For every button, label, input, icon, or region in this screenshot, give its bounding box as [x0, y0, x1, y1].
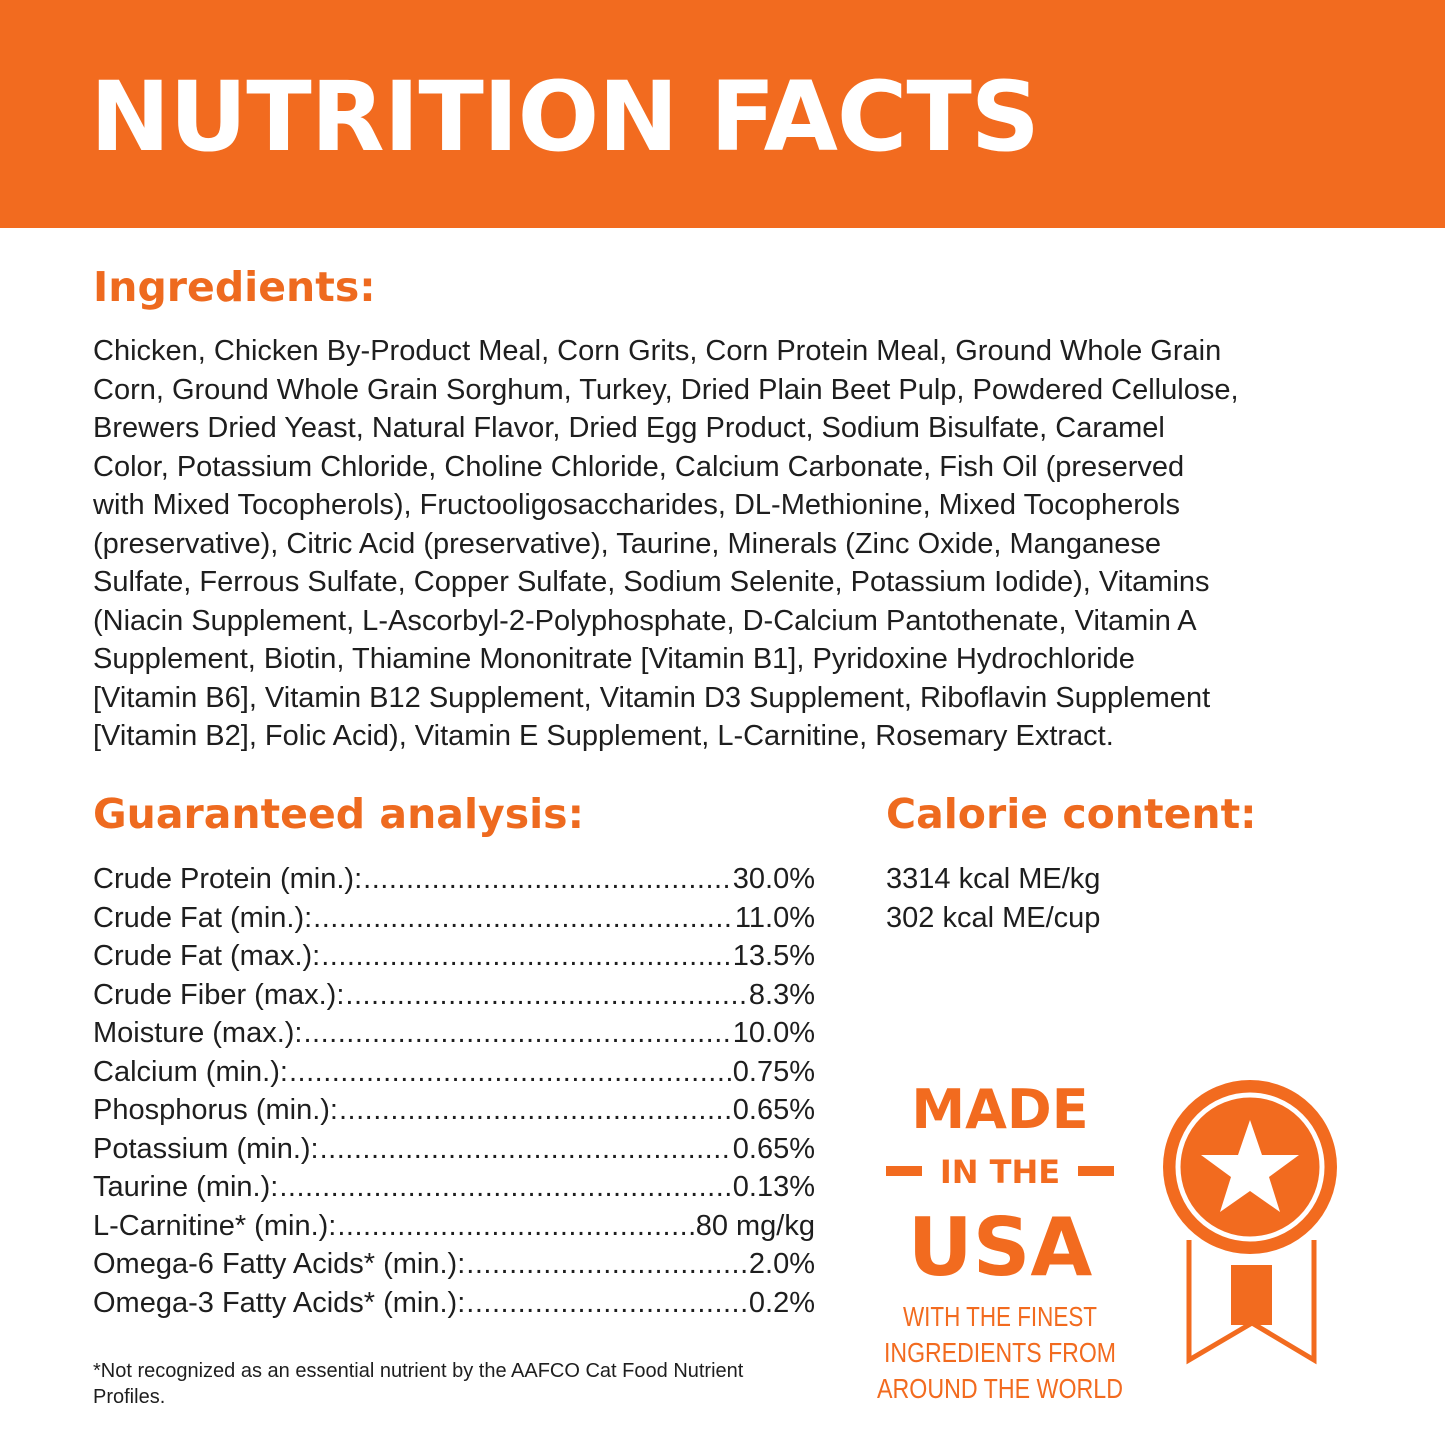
ingredients-line: (preservative), Citric Acid (preservativ… — [93, 527, 1162, 560]
analysis-value: 0.2% — [748, 1286, 815, 1319]
analysis-label: Crude Protein (min.): — [93, 863, 363, 895]
analysis-value: 8.3% — [748, 978, 815, 1011]
analysis-row: Crude Fat (max.): 13.5% — [93, 937, 815, 976]
analysis-value: 10.0% — [732, 1017, 815, 1049]
analysis-row: Crude Fiber (max.): 8.3% — [93, 976, 815, 1015]
ingredients-line: Color, Potassium Chloride, Choline Chlor… — [93, 450, 1185, 483]
ingredients-line: Sulfate, Ferrous Sulfate, Copper Sulfate… — [93, 566, 1210, 598]
made-in-usa-badge: MADE IN THE USA WITH THE FINEST INGREDIE… — [877, 1078, 1337, 1404]
analysis-label: Crude Fat (min.): — [93, 901, 313, 934]
dot-leader — [363, 860, 732, 899]
analysis-value: 2.0% — [748, 1248, 815, 1280]
dot-leader — [320, 1130, 732, 1169]
analysis-row: Potassium (min.): 0.65% — [93, 1130, 815, 1169]
badge-made: MADE — [911, 1078, 1088, 1141]
analysis-label: Omega-6 Fatty Acids* (min.): — [93, 1248, 466, 1280]
dot-leader — [303, 1014, 731, 1053]
ingredients-line: Chicken, Chicken By-Product Meal, Corn G… — [93, 335, 1222, 367]
dot-leader — [289, 1053, 732, 1092]
analysis-label: Calcium (min.): — [93, 1055, 288, 1088]
analysis-label: Moisture (max.): — [93, 1017, 303, 1049]
page-title: NUTRITION FACTS — [90, 61, 1040, 173]
analysis-label: Crude Fat (max.): — [93, 940, 321, 972]
analysis-row: Moisture (max.): 10.0% — [93, 1014, 815, 1053]
header-banner: NUTRITION FACTS — [0, 0, 1445, 228]
ingredients-heading: Ingredients: — [93, 263, 376, 311]
analysis-value: 11.0% — [734, 901, 815, 934]
ingredients-line: [Vitamin B6], Vitamin B12 Supplement, Vi… — [93, 681, 1211, 714]
analysis-row: L-Carnitine* (min.): 80 mg/kg — [93, 1207, 815, 1246]
analysis-label: Omega-3 Fatty Acids* (min.): — [93, 1286, 466, 1319]
footnote: *Not recognized as an essential nutrient… — [93, 1360, 744, 1408]
dot-leader — [339, 1091, 732, 1130]
analysis-value: 13.5% — [732, 940, 815, 972]
analysis-value: 80 mg/kg — [695, 1209, 815, 1242]
ingredients-line: Supplement, Biotin, Thiamine Mononitrate… — [93, 643, 1135, 675]
badge-dash-left — [886, 1166, 922, 1176]
dot-leader — [345, 976, 748, 1015]
dot-leader — [337, 1207, 694, 1246]
calorie-heading: Calorie content: — [886, 790, 1257, 838]
ingredients-line: [Vitamin B2], Folic Acid), Vitamin E Sup… — [93, 720, 1114, 752]
analysis-value: 0.75% — [732, 1055, 815, 1088]
dot-leader — [313, 899, 734, 938]
ingredients-line: (Niacin Supplement, L-Ascorbyl-2-Polypho… — [93, 604, 1197, 637]
badge-line5: INGREDIENTS FROM — [884, 1337, 1116, 1368]
award-ribbon-star-icon — [1163, 1080, 1337, 1365]
dot-leader — [466, 1284, 748, 1323]
ingredients-list: Chicken, Chicken By-Product Meal, Corn G… — [93, 332, 1239, 756]
badge-dash-right — [1078, 1166, 1114, 1176]
analysis-row: Omega-3 Fatty Acids* (min.): 0.2% — [93, 1284, 815, 1323]
dot-leader — [279, 1168, 731, 1207]
ingredients-line: Brewers Dried Yeast, Natural Flavor, Dri… — [93, 412, 1165, 444]
analysis-label: Phosphorus (min.): — [93, 1094, 338, 1126]
ingredients-line: with Mixed Tocopherols), Fructooligosacc… — [93, 489, 1180, 521]
badge-usa: USA — [908, 1201, 1093, 1294]
analysis-row: Omega-6 Fatty Acids* (min.): 2.0% — [93, 1245, 815, 1284]
analysis-row: Calcium (min.): 0.75% — [93, 1053, 815, 1092]
analysis-value: 30.0% — [732, 863, 815, 895]
analysis-row: Crude Fat (min.): 11.0% — [93, 899, 815, 938]
analysis-value: 0.65% — [732, 1132, 815, 1165]
analysis-value: 0.65% — [732, 1094, 815, 1126]
analysis-label: Potassium (min.): — [93, 1132, 319, 1165]
analysis-row: Taurine (min.): 0.13% — [93, 1168, 815, 1207]
analysis-row: Phosphorus (min.): 0.65% — [93, 1091, 815, 1130]
dot-leader — [321, 937, 732, 976]
badge-in-the: IN THE — [940, 1153, 1060, 1191]
analysis-value: 0.13% — [732, 1171, 815, 1203]
analysis-label: L-Carnitine* (min.): — [93, 1209, 337, 1242]
badge-line6: AROUND THE WORLD — [877, 1373, 1123, 1404]
dot-leader — [466, 1245, 748, 1284]
analysis-row: Crude Protein (min.): 30.0% — [93, 860, 815, 899]
calorie-line: 302 kcal ME/cup — [886, 901, 1101, 934]
ingredients-line: Corn, Ground Whole Grain Sorghum, Turkey… — [93, 373, 1239, 406]
analysis-label: Taurine (min.): — [93, 1171, 279, 1203]
analysis-label: Crude Fiber (max.): — [93, 978, 345, 1011]
analysis-heading: Guaranteed analysis: — [93, 790, 584, 838]
analysis-table: Crude Protein (min.): 30.0% Crude Fat (min… — [93, 860, 815, 1322]
calorie-list: 3314 kcal ME/kg 302 kcal ME/cup — [886, 860, 1100, 937]
calorie-line: 3314 kcal ME/kg — [886, 863, 1101, 895]
badge-line4: WITH THE FINEST — [903, 1301, 1097, 1332]
